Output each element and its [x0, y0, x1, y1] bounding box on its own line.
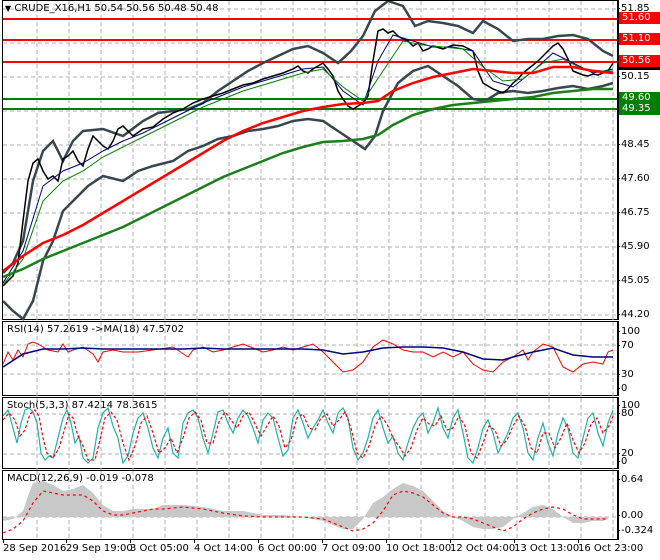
stoch-tick: 20	[617, 448, 634, 459]
price-tick: 48.45	[617, 139, 650, 150]
time-label: 12 Oct 04:00	[450, 539, 516, 554]
time-axis: 28 Sep 2016 29 Sep 19:00 3 Oct 05:00 4 O…	[0, 539, 643, 560]
macd-title: MACD(12,26,9) -0.019 -0.078	[7, 473, 154, 484]
rsi-tick: 70	[617, 340, 634, 351]
time-label: 13 Oct 13:00	[514, 539, 580, 554]
macd-axis: 0.64 0.00 -0.324	[616, 470, 660, 540]
stoch-tick: 100	[616, 400, 641, 411]
time-label: 28 Sep 2016	[3, 539, 67, 554]
price-tick: 50.15	[617, 71, 650, 82]
symbol-ohlc-label: CRUDE_X16,H1 50.54 50.56 50.48 50.48	[14, 3, 219, 14]
macd-canvas	[3, 471, 617, 541]
time-label: 7 Oct 09:00	[322, 539, 381, 554]
stoch-canvas	[3, 398, 617, 470]
rsi-axis: 100 70 30 0	[616, 321, 660, 396]
macd-pane[interactable]: MACD(12,26,9) -0.019 -0.078	[2, 470, 618, 541]
macd-tick: -0.324	[616, 525, 654, 536]
rsi-tick: 100	[616, 326, 641, 337]
price-tick: 51.85	[617, 3, 650, 14]
time-label: 4 Oct 14:00	[194, 539, 253, 554]
macd-tick: 0.00	[616, 510, 644, 521]
rsi-tick: 0	[616, 383, 628, 394]
time-label: 16 Oct 23:00	[578, 539, 644, 554]
triangle-down-icon[interactable]: ▼	[5, 4, 12, 13]
level-tag-51-10: 51.10	[619, 33, 660, 45]
stoch-tick: 80	[617, 408, 634, 419]
price-tick: 45.05	[617, 275, 650, 286]
level-tag-49-60: 49.60	[619, 92, 660, 104]
symbol-header[interactable]: ▼ CRUDE_X16,H1 50.54 50.56 50.48 50.48	[5, 3, 218, 14]
stoch-pane[interactable]: Stoch(5,3,3) 87.4214 78.3615	[2, 397, 618, 470]
time-label: 10 Oct 18:00	[386, 539, 452, 554]
price-tick: 46.75	[617, 207, 650, 218]
stoch-title: Stoch(5,3,3) 87.4214 78.3615	[7, 400, 158, 411]
rsi-title: RSI(14) 57.2619 ->MA(18) 47.5702	[7, 324, 184, 335]
price-chart-canvas	[3, 1, 617, 321]
rsi-canvas	[3, 322, 617, 397]
current-price-tag	[619, 66, 660, 70]
level-tag-51-60: 51.60	[619, 12, 660, 24]
price-tick: 47.60	[617, 173, 650, 184]
level-tag-49-35: 49.35	[619, 103, 660, 115]
macd-tick: 0.64	[616, 474, 644, 485]
level-tag-50-56: 50.56	[619, 55, 660, 67]
stoch-axis: 100 80 20 0	[616, 397, 660, 469]
price-tick: 44.20	[617, 309, 650, 320]
stoch-tick: 0	[616, 456, 628, 467]
time-label: 3 Oct 05:00	[130, 539, 189, 554]
rsi-tick: 30	[617, 369, 634, 380]
price-axis: 51.85 51.00 50.15 49.30 48.45 47.60 46.7…	[617, 0, 660, 320]
price-tick: 45.90	[617, 241, 650, 252]
price-chart-pane[interactable]	[2, 0, 618, 321]
time-label: 29 Sep 19:00	[66, 539, 133, 554]
time-label: 6 Oct 00:00	[258, 539, 317, 554]
rsi-pane[interactable]: RSI(14) 57.2619 ->MA(18) 47.5702	[2, 321, 618, 397]
